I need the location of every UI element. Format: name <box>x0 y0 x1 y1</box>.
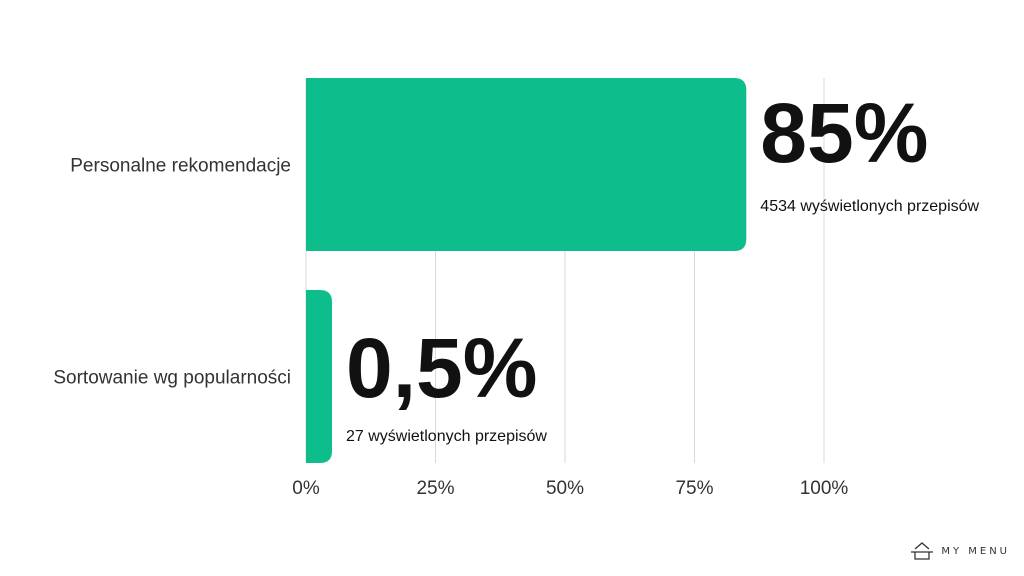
value-labels: 85% 4534 wyświetlonych przepisów 0,5% 27 wy… <box>346 86 980 445</box>
bars <box>306 78 747 463</box>
x-tick-label: 75% <box>675 478 713 499</box>
bar <box>306 78 747 251</box>
value-label: 0,5% <box>346 321 537 415</box>
x-tick-labels: 0% 25% 50% 75% 100% <box>292 478 848 499</box>
category-labels: Personalne rekomendacje Sortowanie wg pop… <box>53 156 291 389</box>
x-tick-label: 0% <box>292 478 320 499</box>
house-pot-icon <box>911 542 934 560</box>
x-tick-label: 25% <box>416 478 454 499</box>
x-tick-label: 50% <box>546 478 584 499</box>
category-label: Sortowanie wg popularności <box>53 368 291 389</box>
value-label: 85% <box>760 86 928 180</box>
sub-label: 4534 wyświetlonych przepisów <box>760 198 979 215</box>
category-label: Personalne rekomendacje <box>70 156 291 177</box>
brand-logo: MY MENU <box>909 540 1010 562</box>
bar <box>306 290 332 463</box>
sub-label: 27 wyświetlonych przepisów <box>346 428 547 445</box>
x-tick-label: 100% <box>800 478 849 499</box>
brand-name: MY MENU <box>941 545 1010 557</box>
